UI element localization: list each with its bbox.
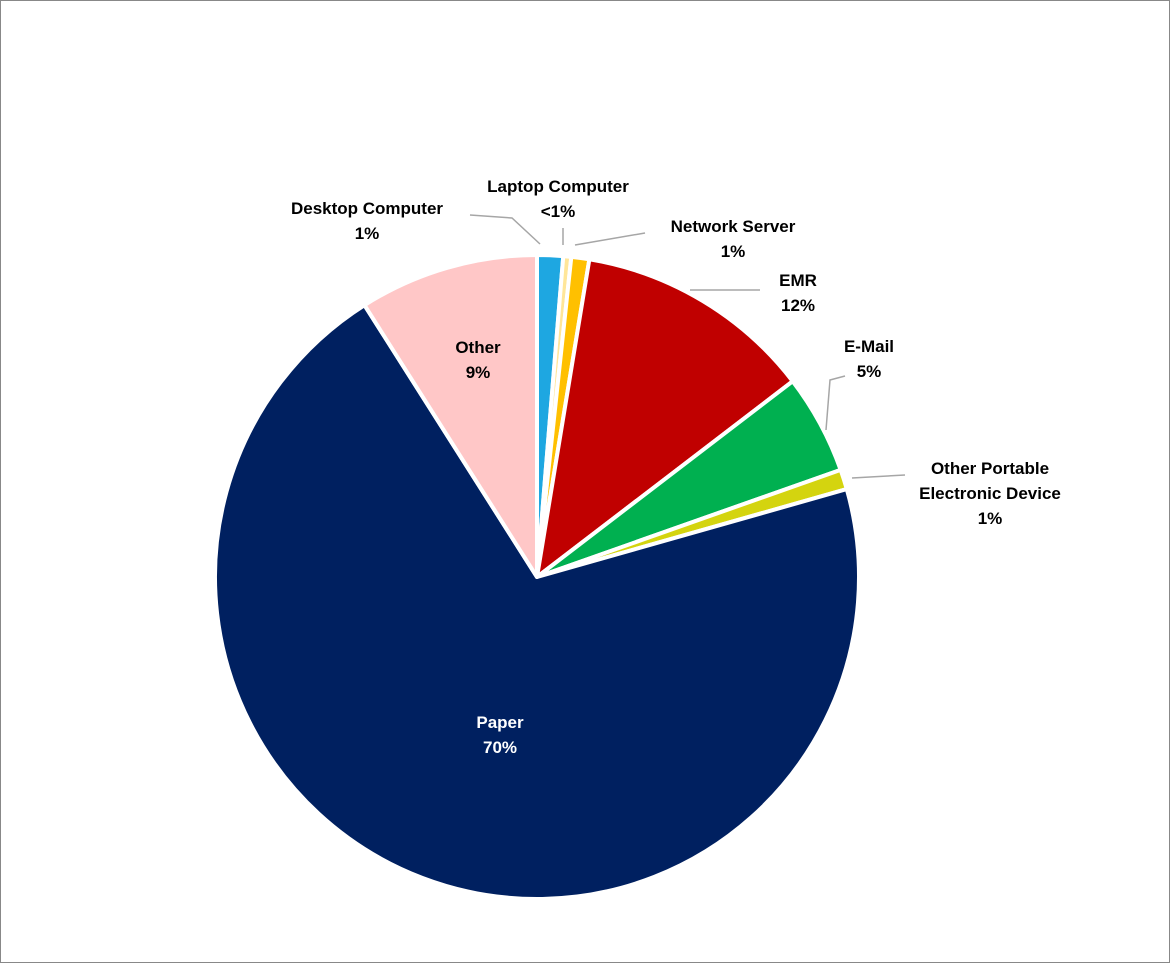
- pie-slice: [535, 257, 795, 579]
- slice-label: Desktop Computer 1%: [291, 196, 443, 246]
- category-label: Desktop Computer: [290, 199, 444, 218]
- pie-slice: [362, 253, 539, 579]
- slice-label: Other Portable Electronic Device 1%: [900, 456, 1080, 531]
- category-label: Network Server: [670, 217, 796, 236]
- leader-line: [851, 474, 906, 479]
- value-label: 5%: [856, 362, 882, 381]
- category-label: Laptop Computer: [487, 177, 629, 196]
- leader-line: [574, 232, 646, 246]
- value-label: 1%: [977, 509, 1003, 528]
- slice-label: Network Server 1%: [671, 214, 796, 264]
- slice-label: Paper 70%: [476, 710, 523, 760]
- slice-label: Laptop Computer <1%: [487, 174, 629, 224]
- pie-slice: [213, 303, 861, 901]
- value-label: 1%: [354, 224, 380, 243]
- value-label: 1%: [720, 242, 746, 261]
- category-label: Paper: [476, 713, 524, 732]
- category-label: Other: [455, 338, 501, 357]
- value-label: 70%: [482, 738, 518, 757]
- value-label: 12%: [780, 296, 816, 315]
- value-label: 9%: [465, 363, 491, 382]
- category-label: EMR: [779, 271, 817, 290]
- value-label: <1%: [540, 202, 576, 221]
- slice-label: EMR 12%: [779, 268, 817, 318]
- leader-line: [469, 214, 541, 245]
- category-label: E-Mail: [843, 337, 895, 356]
- slice-label: Other 9%: [455, 335, 500, 385]
- slice-label: E-Mail 5%: [844, 334, 894, 384]
- leader-line: [825, 375, 846, 431]
- category-label: Other Portable Electronic Device: [919, 459, 1061, 503]
